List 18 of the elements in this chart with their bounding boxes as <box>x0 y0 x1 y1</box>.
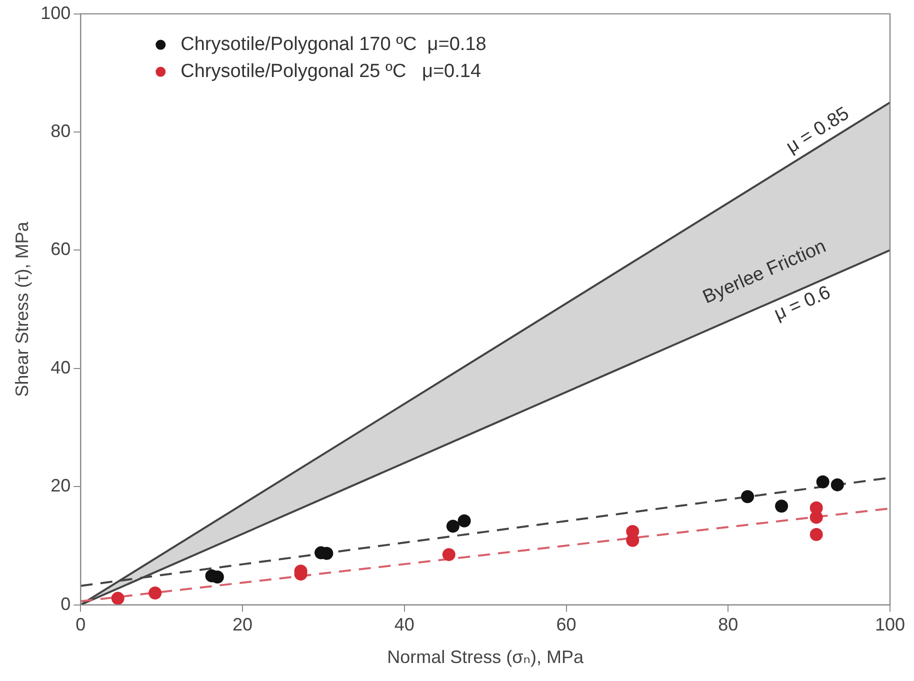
y-axis-title: Shear Stress (τ), MPa <box>12 220 32 397</box>
x-axis-title: Normal Stress (σₙ), MPa <box>387 647 584 668</box>
x-tick-label: 100 <box>874 614 906 635</box>
x-tick-label: 80 <box>718 614 738 635</box>
y-tick-label: 20 <box>50 476 71 496</box>
y-tick-label: 40 <box>50 357 71 378</box>
legend-label: Chrysotile/Polygonal 25 ºC μ=0.14 <box>180 61 482 82</box>
y-tick-label: 0 <box>60 594 71 614</box>
y-tick-label: 60 <box>50 239 71 260</box>
annotation: μ = 0.6 <box>771 282 834 326</box>
x-tick-label: 0 <box>76 614 86 635</box>
annotation: μ = 0.85 <box>782 103 853 158</box>
y-tick-label: 80 <box>50 120 71 141</box>
x-tick-label: 20 <box>232 614 253 635</box>
y-tick-label: 100 <box>40 2 71 23</box>
legend-label: Chrysotile/Polygonal 170 ºC μ=0.18 <box>180 34 486 56</box>
x-tick-label: 40 <box>394 614 414 635</box>
x-tick-label: 60 <box>556 614 576 635</box>
